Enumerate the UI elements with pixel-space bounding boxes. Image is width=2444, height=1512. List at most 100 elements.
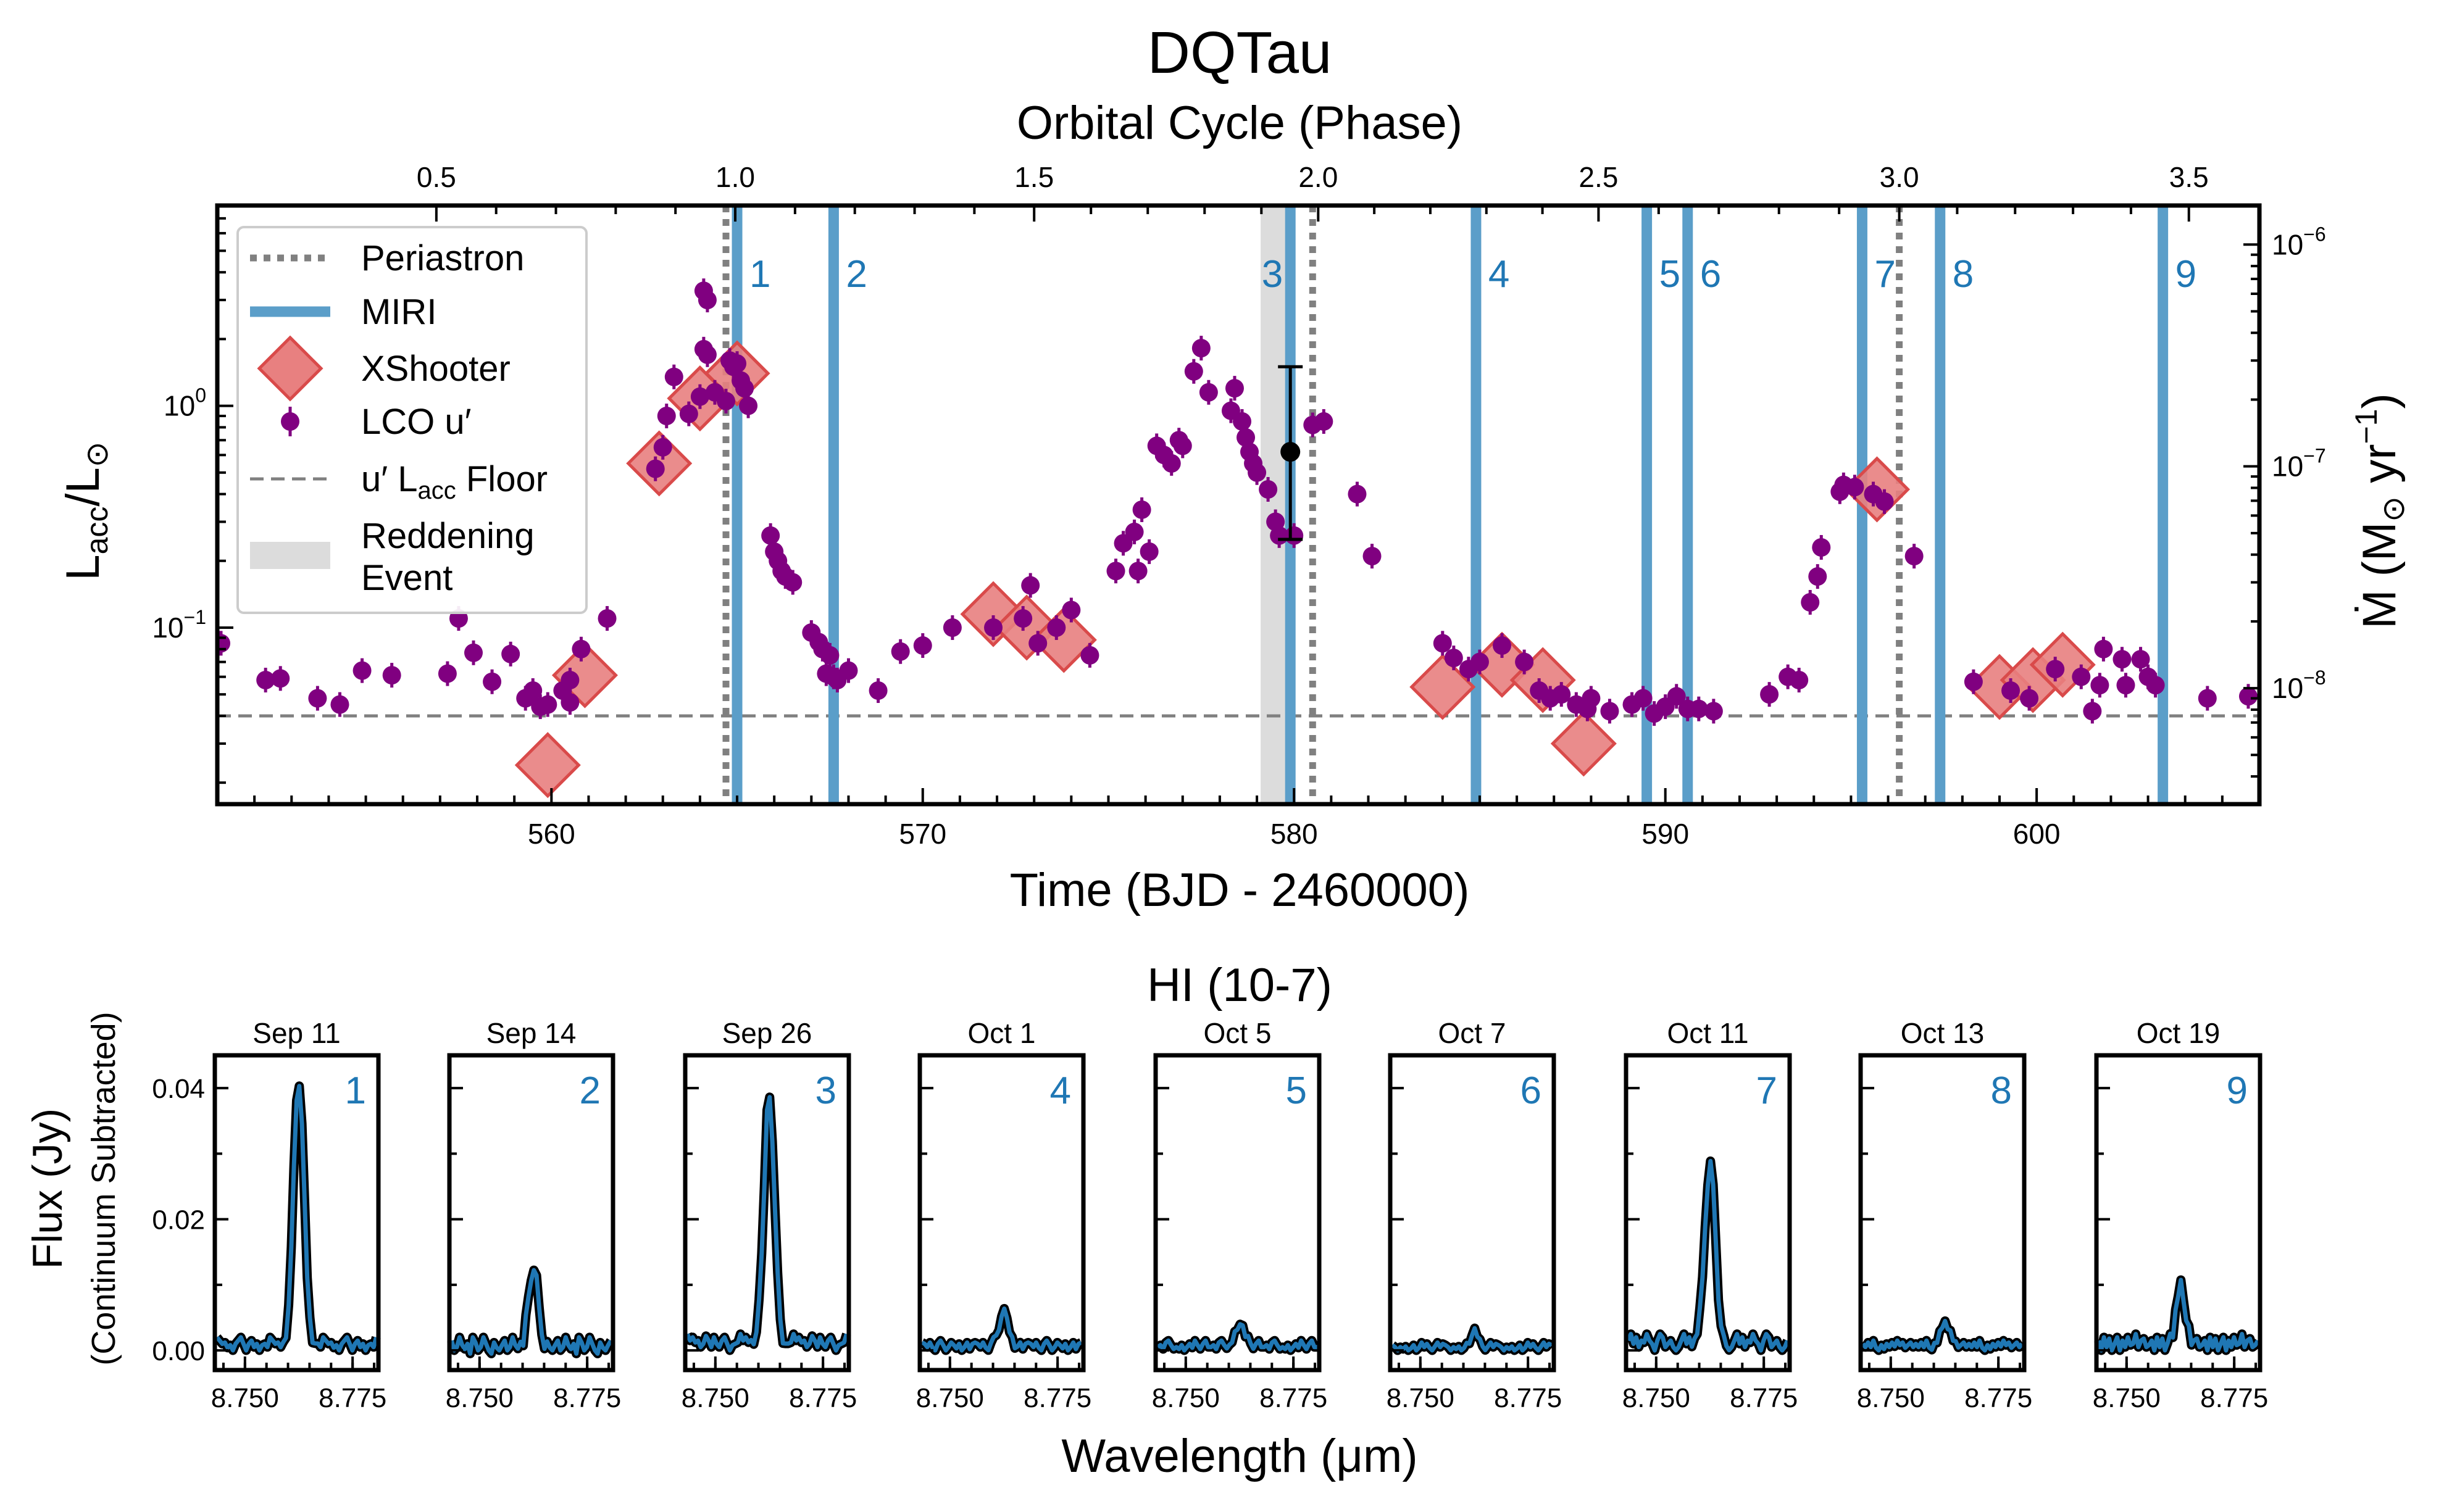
lco-point <box>382 666 401 685</box>
spectrum-panel: Sep 142 8.750 8.775 <box>446 1017 621 1413</box>
miri-epoch-label: 7 <box>1874 253 1895 296</box>
black-point <box>1280 442 1301 462</box>
spectrum-x-tick-label: 8.750 <box>916 1383 984 1413</box>
spectrum-epoch-label: 8 <box>1991 1070 2012 1112</box>
phase-tick-label: 2.5 <box>1579 161 1618 193</box>
lco-point <box>256 670 275 689</box>
legend-frame <box>236 226 588 614</box>
spectrum-x-tick-label: 8.775 <box>789 1383 857 1413</box>
lco-point <box>1028 634 1048 653</box>
spectrum-x-tick-label: 8.750 <box>1622 1383 1690 1413</box>
spectrum-date: Sep 14 <box>486 1017 577 1049</box>
lco-point <box>1248 463 1267 482</box>
spectrum-x-tick-label: 8.750 <box>1152 1383 1220 1413</box>
lco-point <box>1433 634 1452 653</box>
lco-point <box>308 689 327 708</box>
spectrum-x-tick-label: 8.775 <box>2200 1383 2268 1413</box>
spectrum-epoch-label: 9 <box>2227 1070 2248 1112</box>
miri-epoch-label: 2 <box>846 253 867 296</box>
spectrum-frame <box>2094 1053 2263 1373</box>
spectrum-date: Oct 7 <box>1438 1017 1506 1049</box>
x-tick-label: 570 <box>899 818 946 850</box>
lco-point <box>1875 492 1894 511</box>
lco-point <box>1801 593 1820 612</box>
phase-tick-label: 2.0 <box>1298 161 1338 193</box>
lco-point <box>1845 478 1864 497</box>
miri-epoch-label: 8 <box>1953 253 1974 296</box>
miri-epoch-label: 3 <box>1262 253 1283 296</box>
xshooter-point <box>1030 607 1097 673</box>
lco-point <box>1689 699 1708 718</box>
y-tick-label-exp: −1 <box>184 606 206 628</box>
top-axis-label: Orbital Cycle (Phase) <box>1017 97 1462 149</box>
miri-epoch-label: 1 <box>749 253 770 296</box>
lco-point <box>2131 650 2150 669</box>
lco-point <box>1128 562 1148 581</box>
lco-point <box>1470 652 1489 671</box>
lco-point <box>820 646 840 665</box>
spectrum-frame <box>212 1053 381 1373</box>
spectrum-date: Oct 5 <box>1204 1017 1272 1049</box>
lco-point <box>1162 454 1181 473</box>
lco-point <box>839 661 858 680</box>
lco-point <box>464 643 483 662</box>
lco-point <box>664 367 683 386</box>
miri-epoch-label: 4 <box>1488 253 1509 296</box>
x-tick-label: 580 <box>1270 818 1318 850</box>
lco-point <box>572 639 591 658</box>
spectrum-line <box>685 1095 849 1353</box>
phase-tick-label: 3.0 <box>1880 161 1919 193</box>
lco-point <box>1667 687 1686 706</box>
spectrum-x-tick-label: 8.750 <box>2093 1383 2161 1413</box>
spectrum-line <box>1391 1326 1553 1353</box>
lco-point <box>1132 500 1151 519</box>
lco-point <box>1790 670 1809 689</box>
lco-point <box>438 664 457 683</box>
lco-point <box>483 672 502 691</box>
spectrum-frame <box>1388 1053 1556 1373</box>
xshooter-point <box>514 732 581 799</box>
lco-point <box>1904 547 1924 566</box>
spectrum-x-tick-label: 8.775 <box>319 1383 386 1413</box>
spectrum-y-tick-label: 0.00 <box>152 1336 205 1366</box>
lco-point <box>1233 412 1252 431</box>
y2-tick-label: 10−6 <box>2272 223 2326 260</box>
lco-point <box>1125 522 1144 541</box>
y2-tick-label-base: 10 <box>2272 451 2303 483</box>
lco-point <box>1259 480 1278 499</box>
lco-point <box>984 618 1003 637</box>
lco-point <box>1444 649 1463 668</box>
lco-point <box>2198 689 2217 708</box>
lco-point <box>735 379 754 398</box>
legend-floor-label-sub: acc <box>418 477 456 504</box>
spectrum-y-tick-label: 0.02 <box>152 1205 205 1236</box>
lco-point <box>728 354 747 373</box>
xshooter-point <box>1409 654 1476 720</box>
lco-point <box>2001 681 2021 700</box>
legend: Periastron MIRI XShooter LCO u′ u′ Lacc Floo… <box>236 226 588 614</box>
lco-point <box>1062 600 1081 620</box>
spectrum-date: Oct 11 <box>1667 1017 1748 1049</box>
lco-point <box>2083 702 2102 721</box>
legend-miri-label: MIRI <box>361 292 436 332</box>
lco-point <box>698 291 717 310</box>
legend-periastron-label: Periastron <box>361 238 524 278</box>
legend-lco-swatch <box>281 412 299 431</box>
lco-point <box>1633 689 1653 708</box>
spectrum-date: Sep 11 <box>252 1017 340 1049</box>
lco-point <box>698 345 717 364</box>
legend-reddening-swatch <box>250 542 330 569</box>
lco-point <box>869 681 888 700</box>
lco-point <box>561 670 580 689</box>
spectrum-x-tick-label: 8.775 <box>1964 1383 2032 1413</box>
lco-point <box>761 526 780 545</box>
lco-point <box>2238 687 2258 706</box>
spectrum-panel: Oct 138 8.750 8.775 <box>1857 1017 2032 1413</box>
lco-point <box>352 661 372 680</box>
lco-point <box>2072 667 2091 686</box>
left-axis-label: Lacc/L⊙ <box>57 441 114 580</box>
right-axis-label: Ṁ (M⊙ yr−1) <box>2349 393 2411 629</box>
spectrum-epoch-label: 7 <box>1756 1070 1777 1112</box>
spectrum-y-tick-label: 0.04 <box>152 1074 205 1104</box>
